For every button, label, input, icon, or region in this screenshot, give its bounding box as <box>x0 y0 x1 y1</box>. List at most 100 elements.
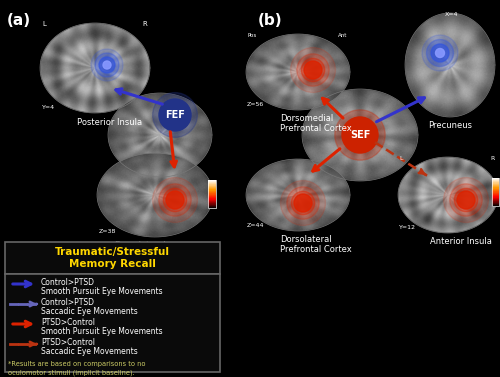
Text: L: L <box>42 21 46 27</box>
Circle shape <box>304 61 322 79</box>
Bar <box>492 194 499 195</box>
Bar <box>208 189 216 190</box>
FancyBboxPatch shape <box>5 274 220 372</box>
Bar <box>208 181 216 182</box>
Bar <box>492 187 499 188</box>
Bar <box>492 202 499 203</box>
Bar <box>492 198 499 199</box>
Bar <box>492 200 499 201</box>
Bar <box>208 204 216 205</box>
Bar <box>208 190 216 191</box>
Text: Z=38: Z=38 <box>99 229 116 234</box>
Text: PTSD>Control: PTSD>Control <box>41 338 95 347</box>
Text: (a): (a) <box>7 13 31 28</box>
Circle shape <box>164 188 186 212</box>
Bar <box>492 187 499 188</box>
Bar <box>208 196 216 197</box>
Circle shape <box>436 49 444 58</box>
Bar <box>208 188 216 189</box>
Circle shape <box>159 99 191 131</box>
Text: PTSD>Control: PTSD>Control <box>41 318 95 327</box>
Bar <box>492 189 499 190</box>
Bar <box>492 182 499 183</box>
Bar <box>208 185 216 187</box>
Bar <box>492 205 499 207</box>
Bar <box>208 184 216 185</box>
Text: Dorsomedial
Prefrontal Cortex: Dorsomedial Prefrontal Cortex <box>280 114 352 133</box>
Bar <box>208 180 216 181</box>
Text: R: R <box>142 21 147 27</box>
Bar <box>492 196 499 198</box>
Circle shape <box>290 48 336 92</box>
Bar <box>492 185 499 186</box>
Bar <box>208 207 216 208</box>
Bar <box>208 206 216 207</box>
Bar <box>492 203 499 204</box>
Bar <box>208 192 216 193</box>
Bar <box>492 184 499 185</box>
Bar <box>208 202 216 203</box>
Circle shape <box>166 191 184 209</box>
Circle shape <box>159 184 191 216</box>
Circle shape <box>294 194 312 212</box>
Bar <box>208 195 216 196</box>
Bar <box>492 201 499 202</box>
Bar <box>208 199 216 201</box>
Circle shape <box>342 117 378 153</box>
Bar <box>492 193 499 194</box>
Bar <box>492 180 499 181</box>
Text: *Results are based on comparisons to no: *Results are based on comparisons to no <box>8 361 145 367</box>
Bar <box>492 191 499 192</box>
Text: Y=12: Y=12 <box>399 225 416 230</box>
Bar <box>492 205 499 206</box>
Bar <box>492 180 499 181</box>
Bar <box>208 202 216 204</box>
Bar <box>208 190 216 191</box>
Circle shape <box>450 184 482 216</box>
Circle shape <box>292 191 314 215</box>
Text: FEF: FEF <box>165 110 185 120</box>
Text: R: R <box>490 156 494 161</box>
Text: Posterior Insula: Posterior Insula <box>77 118 142 127</box>
Circle shape <box>422 35 458 71</box>
Text: Ant: Ant <box>338 33 347 38</box>
Bar <box>208 187 216 188</box>
Bar <box>492 199 499 200</box>
Bar <box>208 185 216 186</box>
Circle shape <box>95 53 119 77</box>
Circle shape <box>103 61 111 69</box>
Bar <box>208 198 216 199</box>
Bar <box>208 200 216 201</box>
Bar <box>492 183 499 184</box>
Text: Control>PTSD: Control>PTSD <box>41 278 95 287</box>
Text: Saccadic Eye Movements: Saccadic Eye Movements <box>41 307 138 316</box>
Text: Precuneus: Precuneus <box>428 121 472 130</box>
Bar <box>208 205 216 206</box>
Bar <box>208 191 216 192</box>
Bar <box>208 206 216 207</box>
Bar <box>492 203 499 204</box>
Bar <box>208 181 216 182</box>
Circle shape <box>152 178 198 222</box>
Bar <box>208 193 216 194</box>
Bar <box>208 203 216 204</box>
Bar <box>208 182 216 183</box>
Bar <box>492 199 499 200</box>
Text: Smooth Pursuit Eye Movements: Smooth Pursuit Eye Movements <box>41 327 162 336</box>
Circle shape <box>335 110 385 160</box>
Bar <box>492 188 499 189</box>
Bar <box>492 195 499 196</box>
Circle shape <box>457 191 475 209</box>
Text: Traumatic/Stressful
Memory Recall: Traumatic/Stressful Memory Recall <box>55 247 170 269</box>
Bar <box>208 187 216 188</box>
Bar <box>492 204 499 205</box>
Circle shape <box>297 54 329 86</box>
Text: Control>PTSD: Control>PTSD <box>41 298 95 307</box>
Circle shape <box>280 181 326 225</box>
Text: Pos: Pos <box>247 33 256 38</box>
Bar <box>208 183 216 184</box>
Text: SEF: SEF <box>350 130 370 140</box>
Bar <box>208 205 216 206</box>
Bar <box>492 185 499 186</box>
Bar <box>208 195 216 196</box>
